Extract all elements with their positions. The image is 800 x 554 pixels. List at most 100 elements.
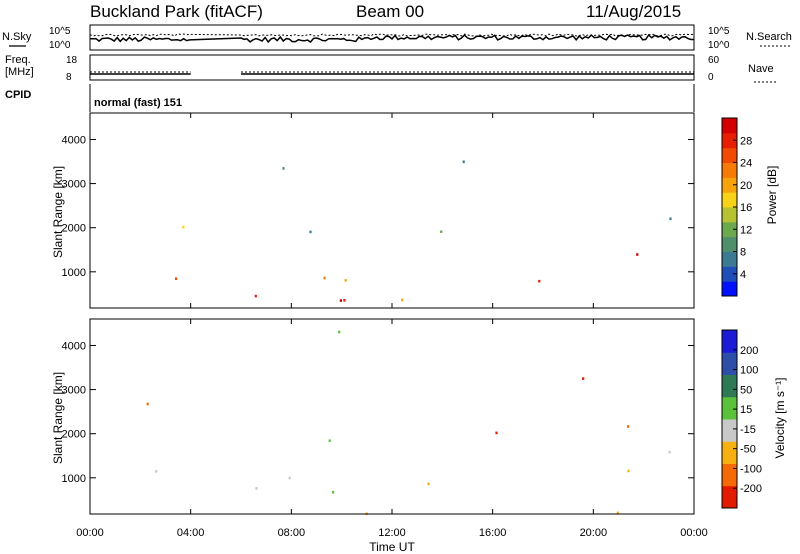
colorbar-segment	[722, 192, 737, 208]
rti-cell	[538, 279, 541, 283]
colorbar-segment	[722, 236, 737, 252]
x-tick-label: 04:00	[177, 527, 205, 539]
power-colorbar-label: Power [dB]	[765, 166, 779, 225]
freq-frame	[89, 54, 695, 81]
power-ylabel: Slant Range [km]	[51, 166, 65, 258]
colorbar-segment	[722, 396, 737, 420]
rti-cell	[323, 276, 326, 280]
y-tick-label: 2000	[62, 223, 86, 235]
nave-tick-top: 60	[708, 55, 720, 66]
cpid-value: normal (fast) 151	[94, 97, 182, 109]
colorbar-tick-label: 24	[740, 158, 752, 170]
y-tick-label: 4000	[62, 134, 86, 146]
nsky-traces	[89, 33, 695, 44]
rti-cell	[669, 217, 672, 221]
rti-cell	[495, 431, 498, 435]
y-tick-label: 4000	[62, 340, 86, 352]
power-panel: 1000 2000 3000 4000 Slant Range [km] 4 8 12 16…	[51, 112, 779, 309]
rti-cell	[282, 167, 285, 170]
colorbar-segment	[722, 177, 737, 193]
freq-unit: [MHz]	[5, 66, 34, 78]
y-tick-label: 1000	[62, 473, 86, 485]
power-yticks: 1000 2000 3000 4000	[62, 134, 694, 279]
colorbar-segment	[722, 419, 737, 442]
rti-cell	[339, 299, 342, 302]
colorbar-segment	[722, 162, 737, 178]
freq-label: Freq.	[5, 54, 31, 66]
colorbar-tick-label: 20	[740, 180, 752, 192]
colorbar-segment	[722, 147, 737, 163]
station-title: Buckland Park (fitACF)	[90, 2, 263, 21]
velocity-plot-area	[90, 319, 694, 514]
x-axis-label: Time UT	[369, 540, 415, 554]
colorbar-segment	[722, 463, 737, 487]
colorbar-tick-label: 200	[740, 345, 758, 357]
rti-cell	[255, 487, 258, 490]
freq-panel: Freq. [MHz] 18 8 60 0 Nave	[5, 54, 778, 83]
colorbar-frame	[721, 329, 738, 509]
nsky-tick-bottom: 10^0	[49, 40, 71, 51]
colorbar-segment	[722, 221, 737, 238]
power-scatter	[175, 160, 672, 302]
rti-cell	[288, 476, 291, 480]
rti-cell	[254, 294, 257, 298]
rti-cell	[338, 330, 341, 334]
nsearch-tick-top: 10^5	[708, 26, 730, 37]
colorbar-tick-label: 50	[740, 384, 752, 396]
velocity-colorbar: 200 100 50 15 -15 -50 -100 -200	[721, 329, 762, 509]
colorbar-tick-label: 16	[740, 202, 752, 214]
rti-cell	[175, 277, 178, 280]
colorbar-segment	[722, 485, 737, 509]
x-tick-label: 08:00	[278, 527, 306, 539]
rti-cell	[343, 299, 346, 302]
rti-cell	[309, 230, 312, 234]
rti-cell	[332, 491, 335, 494]
beam-title: Beam 00	[356, 2, 424, 21]
colorbar-tick-label: -200	[740, 483, 762, 495]
rti-cell	[146, 402, 149, 406]
y-tick-label: 1000	[62, 267, 86, 279]
nsky-frame	[89, 24, 695, 51]
rti-cell	[182, 225, 185, 229]
colorbar-tick-label: 4	[740, 269, 746, 281]
nsearch-label: N.Search	[746, 31, 792, 43]
colorbar-segment	[722, 266, 737, 282]
nsky-panel: N.Sky 10^5 10^0 10^5 10^0 N.Search	[2, 24, 792, 51]
rti-cell	[328, 439, 331, 442]
colorbar-tick-label: 8	[740, 247, 746, 259]
colorbar-segment	[722, 352, 737, 375]
nsky-label: N.Sky	[2, 31, 32, 43]
rti-cell	[627, 469, 630, 473]
colorbar-segment	[722, 251, 737, 267]
power-colorbar: 4 8 12 16 20 24 28	[721, 117, 752, 297]
colorbar-segment	[722, 207, 737, 223]
nsearch-trace	[89, 33, 695, 37]
x-tick-label: 12:00	[378, 527, 406, 539]
cpid-label: CPID	[5, 89, 31, 101]
colorbar-segment	[722, 330, 737, 353]
x-tick-label: 00:00	[76, 527, 104, 539]
freq-traces	[90, 71, 694, 75]
rti-cell	[401, 298, 404, 302]
rti-cell	[462, 160, 465, 164]
rti-cell	[616, 511, 619, 515]
rti-cell	[668, 450, 671, 454]
velocity-panel: 1000 2000 3000 4000 Slant Range [km] 200 100…	[51, 318, 787, 516]
velocity-yticks: 1000 2000 3000 4000	[62, 340, 694, 485]
nsky-trace	[89, 33, 694, 44]
velocity-colorbar-label: Velocity [m s⁻¹]	[773, 377, 787, 458]
y-tick-label: 3000	[62, 385, 86, 397]
colorbar-segment	[722, 132, 737, 149]
colorbar-tick-label: -50	[740, 444, 756, 456]
nsky-tick-top: 10^5	[49, 26, 71, 37]
colorbar-tick-label: 15	[740, 404, 752, 416]
x-tick-label: 00:00	[680, 527, 708, 539]
power-plot-area	[90, 113, 694, 308]
y-tick-label: 3000	[62, 179, 86, 191]
colorbar-segment	[722, 441, 737, 464]
freq-tick-top: 18	[66, 55, 78, 66]
rti-cell	[582, 377, 585, 380]
colorbar-tick-label: 12	[740, 224, 752, 236]
x-tick-label: 16:00	[479, 527, 507, 539]
